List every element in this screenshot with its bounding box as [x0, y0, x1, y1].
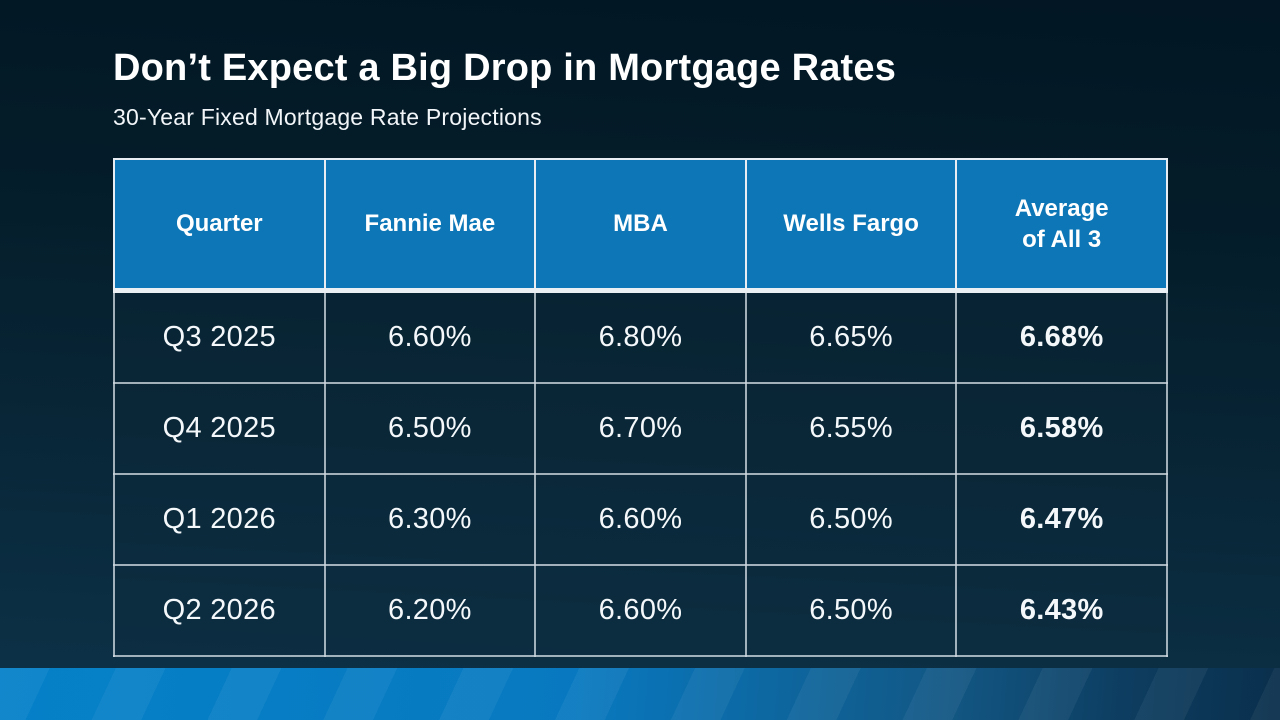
cell-fannie-mae: 6.20%	[323, 564, 537, 657]
cell-wells-fargo: 6.50%	[744, 564, 958, 657]
col-header-quarter: Quarter	[113, 158, 326, 293]
cell-average: 6.47%	[955, 473, 1168, 566]
cell-quarter: Q2 2026	[113, 564, 326, 657]
col-header-wells-fargo: Wells Fargo	[744, 158, 958, 293]
cell-mba: 6.60%	[534, 564, 747, 657]
bottom-accent-bar	[0, 668, 1280, 720]
col-header-average: Average of All 3	[955, 158, 1168, 293]
cell-fannie-mae: 6.60%	[323, 289, 537, 384]
cell-wells-fargo: 6.55%	[744, 382, 958, 475]
cell-wells-fargo: 6.65%	[744, 289, 958, 384]
col-header-mba: MBA	[534, 158, 747, 293]
slide-subtitle: 30-Year Fixed Mortgage Rate Projections	[113, 103, 542, 130]
cell-wells-fargo: 6.50%	[744, 473, 958, 566]
cell-mba: 6.70%	[534, 382, 747, 475]
table-header-row: Quarter Fannie Mae MBA Wells Fargo Avera…	[113, 158, 1168, 293]
mortgage-rate-projections-table: Quarter Fannie Mae MBA Wells Fargo Avera…	[113, 158, 1168, 657]
cell-mba: 6.80%	[534, 289, 747, 384]
cell-average: 6.68%	[955, 289, 1168, 384]
cell-average: 6.58%	[955, 382, 1168, 475]
cell-quarter: Q1 2026	[113, 473, 326, 566]
cell-average: 6.43%	[955, 564, 1168, 657]
table-row: Q4 2025 6.50% 6.70% 6.55% 6.58%	[113, 382, 1168, 475]
cell-fannie-mae: 6.50%	[323, 382, 537, 475]
cell-fannie-mae: 6.30%	[323, 473, 537, 566]
table-row: Q3 2025 6.60% 6.80% 6.65% 6.68%	[113, 289, 1168, 384]
cell-quarter: Q4 2025	[113, 382, 326, 475]
title-block: Don’t Expect a Big Drop in Mortgage Rate…	[113, 47, 1173, 131]
table-row: Q2 2026 6.20% 6.60% 6.50% 6.43%	[113, 564, 1168, 657]
col-header-fannie-mae: Fannie Mae	[323, 158, 537, 293]
cell-quarter: Q3 2025	[113, 289, 326, 384]
cell-mba: 6.60%	[534, 473, 747, 566]
table-row: Q1 2026 6.30% 6.60% 6.50% 6.47%	[113, 473, 1168, 566]
slide-title: Don’t Expect a Big Drop in Mortgage Rate…	[113, 47, 897, 89]
